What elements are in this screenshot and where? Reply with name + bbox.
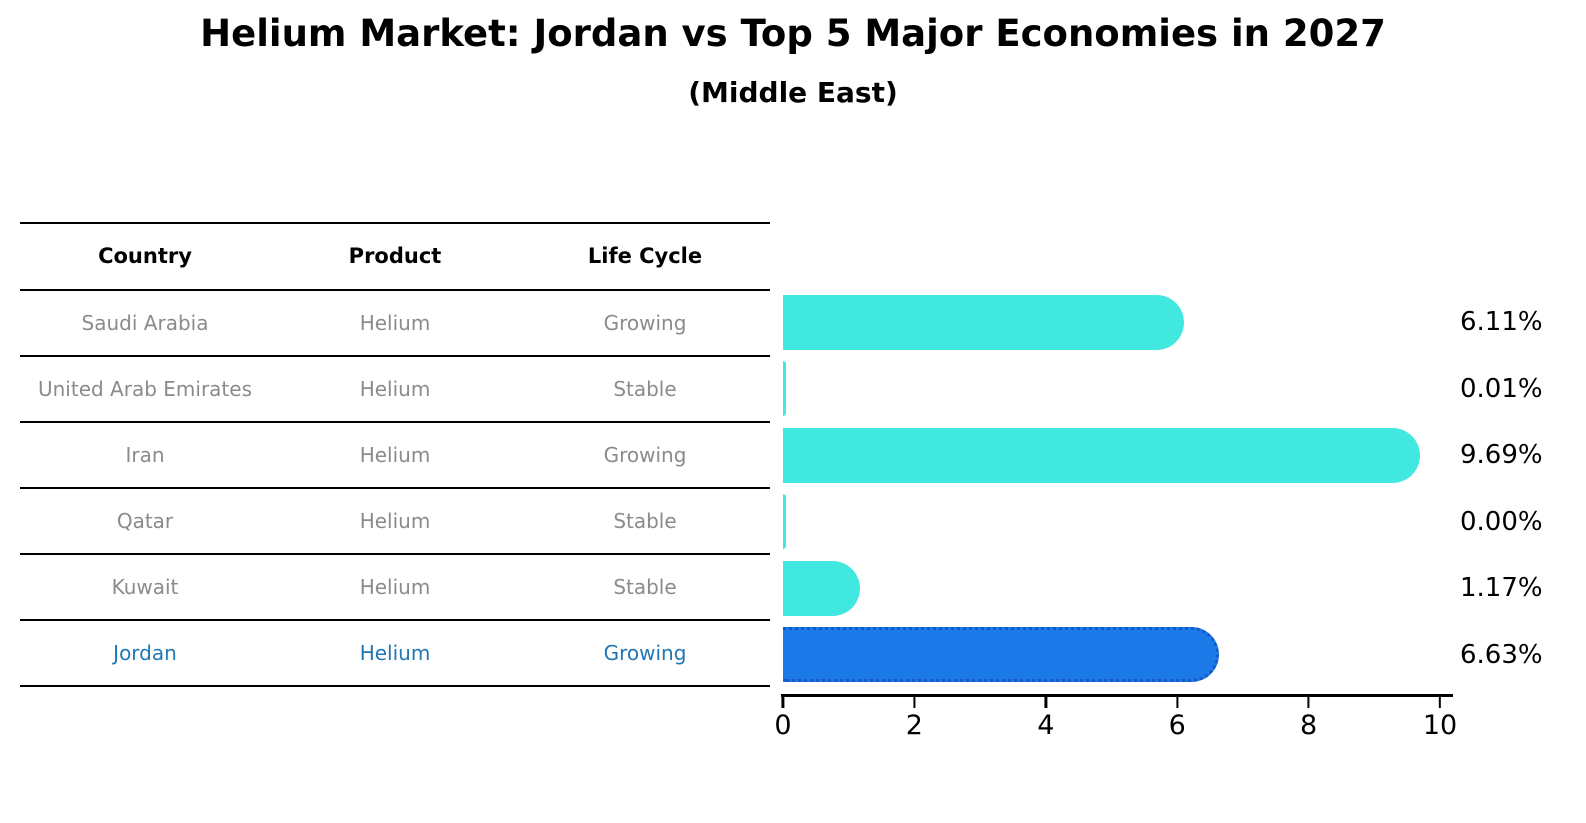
cell-country: Saudi Arabia — [81, 310, 209, 335]
table-row-saudi-arabia: Saudi Arabia Helium Growing — [20, 291, 770, 357]
cell-life-cycle: Growing — [603, 310, 687, 335]
bar-qatar — [783, 494, 786, 550]
col-header-life-cycle: Life Cycle — [587, 244, 703, 269]
x-tick: 0 — [774, 697, 792, 741]
cell-product: Helium — [359, 508, 431, 533]
tick-mark — [781, 697, 785, 708]
tick-label: 4 — [1037, 710, 1055, 741]
tick-label: 10 — [1422, 710, 1458, 741]
value-label-iran: 9.69% — [1460, 440, 1543, 470]
cell-country: Iran — [125, 442, 165, 467]
bar-kuwait — [783, 560, 860, 616]
chart-subtitle: (Middle East) — [688, 76, 898, 109]
tick-mark — [1307, 697, 1310, 708]
cell-product: Helium — [359, 376, 431, 401]
cell-life-cycle: Stable — [613, 574, 677, 599]
value-label-qatar: 0.00% — [1460, 506, 1543, 537]
table-row-kuwait: Kuwait Helium Stable — [20, 555, 770, 621]
x-tick: 8 — [1300, 697, 1317, 741]
cell-country: Jordan — [113, 640, 177, 665]
tick-label: 8 — [1300, 710, 1318, 741]
value-label-saudi-arabia: 6.11% — [1460, 307, 1543, 337]
cell-country: Qatar — [116, 508, 174, 533]
cell-life-cycle: Growing — [603, 640, 687, 665]
table-row-jordan: Jordan Helium Growing — [20, 621, 770, 687]
table-row-qatar: Qatar Helium Stable — [20, 489, 770, 555]
bar-row — [783, 489, 1440, 556]
x-tick: 2 — [906, 697, 923, 741]
bar-chart — [783, 289, 1440, 688]
value-label-uae: 0.01% — [1460, 373, 1543, 404]
table-row-iran: Iran Helium Growing — [20, 423, 770, 489]
cell-life-cycle: Stable — [613, 508, 677, 533]
cell-life-cycle: Growing — [603, 442, 687, 467]
cell-product: Helium — [359, 640, 431, 665]
tick-label: 2 — [905, 710, 923, 741]
bar-row — [783, 622, 1440, 689]
bar-row — [783, 356, 1440, 423]
bar-row — [783, 555, 1440, 622]
tick-label: 0 — [774, 710, 792, 741]
value-labels: 6.11% 0.01% 9.69% 0.00% 1.17% 6.63% — [1460, 289, 1580, 688]
table-header-row: Country Product Life Cycle — [20, 224, 770, 291]
table-row-uae: United Arab Emirates Helium Stable — [20, 357, 770, 423]
bar-row — [783, 289, 1440, 356]
x-tick: 10 — [1423, 697, 1457, 741]
value-label-jordan: 6.63% — [1460, 639, 1543, 670]
col-header-product: Product — [348, 244, 442, 269]
cell-product: Helium — [359, 574, 431, 599]
x-axis-ticks: 0 2 4 6 8 10 — [774, 697, 1457, 747]
cell-product: Helium — [359, 442, 431, 467]
bar-saudi-arabia — [783, 294, 1185, 350]
value-label-kuwait: 1.17% — [1460, 573, 1543, 603]
tick-mark — [913, 697, 916, 708]
col-header-country: Country — [98, 244, 192, 269]
x-tick: 4 — [1037, 697, 1054, 741]
x-axis-line — [781, 694, 1453, 697]
cell-country: United Arab Emirates — [37, 376, 252, 401]
tick-mark — [1044, 697, 1048, 708]
tick-mark — [1175, 697, 1179, 708]
tick-label: 6 — [1168, 710, 1186, 741]
bar-row — [783, 422, 1440, 489]
bar-iran — [783, 427, 1420, 483]
bar-uae — [783, 361, 786, 417]
country-table: Country Product Life Cycle Saudi Arabia … — [20, 222, 770, 687]
cell-life-cycle: Stable — [613, 376, 677, 401]
cell-country: Kuwait — [111, 574, 179, 599]
bar-jordan — [783, 627, 1219, 683]
x-tick: 6 — [1169, 697, 1186, 741]
chart-title: Helium Market: Jordan vs Top 5 Major Eco… — [200, 12, 1386, 55]
tick-mark — [1438, 697, 1442, 708]
cell-product: Helium — [359, 310, 431, 335]
